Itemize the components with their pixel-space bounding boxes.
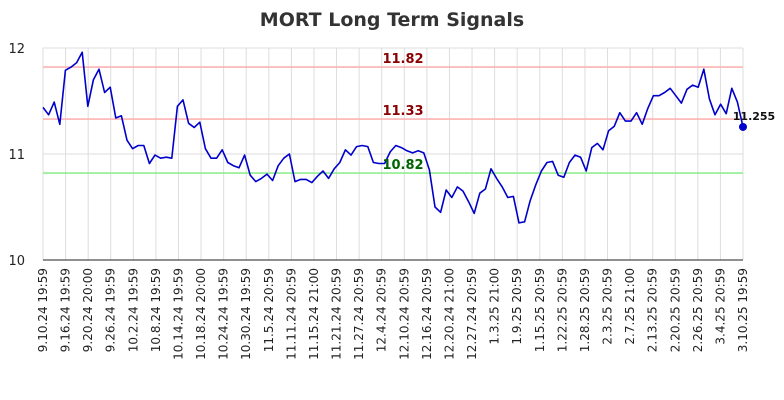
x-tick-label: 1.3.25 21:00 <box>488 268 502 345</box>
x-tick-label: 12.20.24 21:00 <box>442 268 456 360</box>
x-tick-label: 1.15.25 20:59 <box>533 268 547 352</box>
x-tick-label: 9.16.24 19:59 <box>59 268 73 352</box>
x-tick-label: 11.27.24 20:59 <box>352 268 366 360</box>
x-tick-label: 11.15.24 21:00 <box>307 268 321 360</box>
x-tick-labels: 9.10.24 19:59 9.16.24 19:59 9.20.24 20:00 9… <box>36 268 750 360</box>
last-value-label: 11.255 <box>733 110 775 123</box>
x-tick-label: 11.5.24 20:59 <box>262 268 276 352</box>
x-tick-label: 12.4.24 20:59 <box>375 268 389 352</box>
grid <box>42 47 744 261</box>
x-tick-label: 9.20.24 20:00 <box>81 268 95 352</box>
x-tick-label: 1.9.25 20:59 <box>510 268 524 345</box>
x-tick-label: 11.21.24 20:59 <box>330 268 344 360</box>
y-tick-label: 12 <box>8 42 25 57</box>
x-tick-label: 10.2.24 19:59 <box>126 268 140 352</box>
x-tick-label: 3.4.25 20:59 <box>713 268 727 345</box>
x-tick-label: 1.22.25 20:59 <box>555 268 569 352</box>
y-tick-labels: 10 11 12 <box>8 42 25 269</box>
price-series <box>42 51 747 224</box>
price-line <box>42 51 744 224</box>
x-tick-label: 2.3.25 20:59 <box>601 268 615 345</box>
resistance-label: 11.33 <box>382 104 423 119</box>
x-tick-label: 10.18.24 20:00 <box>194 268 208 360</box>
x-tick-label: 10.8.24 19:59 <box>149 268 163 352</box>
signal-labels: 11.82 11.33 10.82 11.255 <box>382 52 775 173</box>
x-tick-label: 9.26.24 19:59 <box>104 268 118 352</box>
x-tick-label: 11.11.24 20:59 <box>284 268 298 360</box>
x-tick-label: 10.30.24 19:59 <box>239 268 253 360</box>
x-tick-label: 10.14.24 19:59 <box>171 268 185 360</box>
x-tick-label: 10.24.24 19:59 <box>217 268 231 360</box>
x-tick-label: 3.10.25 19:59 <box>736 268 750 352</box>
x-tick-label: 2.20.25 20:59 <box>668 268 682 352</box>
signal-lines <box>43 66 743 174</box>
y-tick-label: 11 <box>8 148 25 163</box>
last-value-point <box>739 122 747 131</box>
support-label: 10.82 <box>382 158 423 173</box>
y-tick-label: 10 <box>8 254 25 269</box>
chart-title: MORT Long Term Signals <box>260 9 524 31</box>
x-tick-label: 9.10.24 19:59 <box>36 268 50 352</box>
x-tick-label: 2.7.25 21:00 <box>623 268 637 345</box>
x-tick-label: 12.16.24 20:59 <box>420 268 434 360</box>
x-tick-label: 1.28.25 20:59 <box>578 268 592 352</box>
x-tick-label: 2.13.25 20:59 <box>646 268 660 352</box>
resistance-label: 11.82 <box>382 52 423 67</box>
x-tick-label: 12.10.24 20:59 <box>397 268 411 360</box>
x-tick-label: 12.27.24 20:59 <box>465 268 479 360</box>
x-tick-label: 2.26.25 20:59 <box>691 268 705 352</box>
